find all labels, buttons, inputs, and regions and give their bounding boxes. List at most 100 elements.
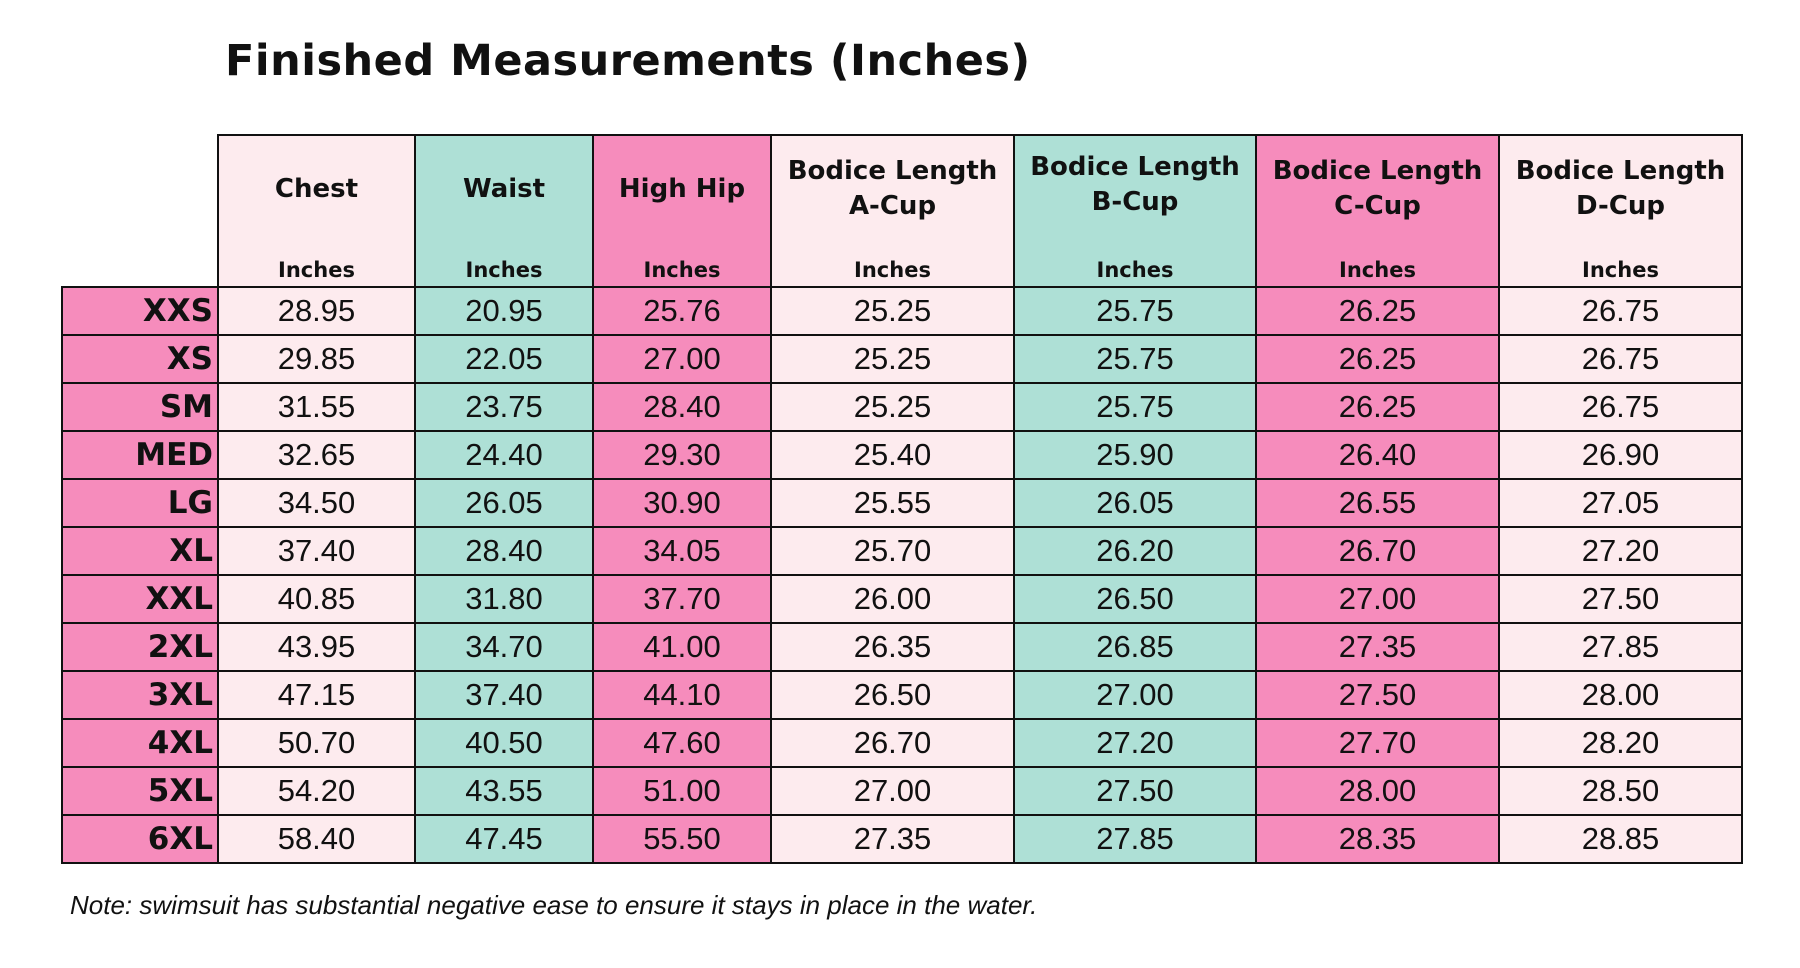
measurement-cell: 26.25 — [1255, 334, 1500, 384]
measurement-cell: 26.75 — [1498, 382, 1743, 432]
measurement-cell: 27.05 — [1498, 478, 1743, 528]
measurement-cell: 29.85 — [217, 334, 416, 384]
table-row: LG 34.50 26.05 30.90 25.55 26.05 26.55 27.05 — [61, 478, 1743, 528]
column-header-label: Chest — [274, 173, 359, 204]
measurement-cell: 30.90 — [592, 478, 772, 528]
size-label: 2XL — [61, 622, 219, 672]
column-header-unit: Inches — [854, 258, 931, 282]
table-row: 6XL 58.40 47.45 55.50 27.35 27.85 28.35 28.85 — [61, 814, 1743, 864]
measurement-cell: 26.75 — [1498, 334, 1743, 384]
footnote: Note: swimsuit has substantial negative … — [70, 890, 1038, 920]
measurement-cell: 31.80 — [414, 574, 594, 624]
measurement-cell: 26.70 — [770, 718, 1015, 768]
column-header-chest: Chest Inches — [217, 134, 416, 288]
measurement-cell: 47.60 — [592, 718, 772, 768]
measurement-cell: 27.20 — [1013, 718, 1257, 768]
measurement-cell: 25.75 — [1013, 382, 1257, 432]
measurement-cell: 25.75 — [1013, 334, 1257, 384]
measurement-cell: 27.00 — [770, 766, 1015, 816]
measurement-cell: 40.85 — [217, 574, 416, 624]
measurement-cell: 27.35 — [1255, 622, 1500, 672]
measurement-cell: 25.25 — [770, 382, 1015, 432]
table-row: 5XL 54.20 43.55 51.00 27.00 27.50 28.00 28.50 — [61, 766, 1743, 816]
table-row: XL 37.40 28.40 34.05 25.70 26.20 26.70 27.20 — [61, 526, 1743, 576]
measurement-cell: 25.55 — [770, 478, 1015, 528]
measurement-cell: 24.40 — [414, 430, 594, 480]
measurement-cell: 28.40 — [414, 526, 594, 576]
measurement-cell: 47.45 — [414, 814, 594, 864]
table-row: 4XL 50.70 40.50 47.60 26.70 27.20 27.70 28.20 — [61, 718, 1743, 768]
measurement-cell: 55.50 — [592, 814, 772, 864]
measurement-cell: 26.05 — [414, 478, 594, 528]
measurement-cell: 27.50 — [1013, 766, 1257, 816]
column-header-label: Bodice Length C-Cup — [1272, 156, 1483, 221]
measurement-cell: 22.05 — [414, 334, 594, 384]
column-header-bodice-b-cup: Bodice Length B-Cup Inches — [1013, 134, 1257, 288]
measurement-cell: 26.20 — [1013, 526, 1257, 576]
table-row: 3XL 47.15 37.40 44.10 26.50 27.00 27.50 28.00 — [61, 670, 1743, 720]
measurement-cell: 51.00 — [592, 766, 772, 816]
size-label: XL — [61, 526, 219, 576]
column-header-bodice-c-cup: Bodice Length C-Cup Inches — [1255, 134, 1500, 288]
measurement-cell: 26.50 — [1013, 574, 1257, 624]
measurement-cell: 26.90 — [1498, 430, 1743, 480]
size-label: 6XL — [61, 814, 219, 864]
measurement-cell: 25.25 — [770, 286, 1015, 336]
measurement-cell: 28.50 — [1498, 766, 1743, 816]
measurement-cell: 25.25 — [770, 334, 1015, 384]
size-label: LG — [61, 478, 219, 528]
size-label: 5XL — [61, 766, 219, 816]
table-body: XXS 28.95 20.95 25.76 25.25 25.75 26.25 26.75 XS… — [61, 286, 1743, 864]
size-label: 3XL — [61, 670, 219, 720]
measurement-cell: 25.76 — [592, 286, 772, 336]
measurement-cell: 27.00 — [1255, 574, 1500, 624]
measurement-cell: 29.30 — [592, 430, 772, 480]
column-header-waist: Waist Inches — [414, 134, 594, 288]
page-title: Finished Measurements (Inches) — [225, 36, 1031, 86]
column-header-unit: Inches — [465, 258, 543, 282]
measurement-cell: 34.70 — [414, 622, 594, 672]
column-header-bodice-a-cup: Bodice Length A-Cup Inches — [770, 134, 1015, 288]
measurement-cell: 26.40 — [1255, 430, 1500, 480]
measurement-cell: 28.85 — [1498, 814, 1743, 864]
table-row: 2XL 43.95 34.70 41.00 26.35 26.85 27.35 27.85 — [61, 622, 1743, 672]
column-header-label: Bodice Length D-Cup — [1515, 156, 1726, 221]
measurement-cell: 43.95 — [217, 622, 416, 672]
measurement-cell: 26.50 — [770, 670, 1015, 720]
measurement-cell: 37.70 — [592, 574, 772, 624]
column-header-unit: Inches — [1582, 258, 1659, 282]
measurement-cell: 27.85 — [1498, 622, 1743, 672]
measurements-table: Chest Inches Waist Inches High Hip Inche… — [61, 134, 1743, 864]
measurement-cell: 26.00 — [770, 574, 1015, 624]
measurement-cell: 31.55 — [217, 382, 416, 432]
measurement-cell: 58.40 — [217, 814, 416, 864]
table-row: MED 32.65 24.40 29.30 25.40 25.90 26.40 26.90 — [61, 430, 1743, 480]
measurement-cell: 28.35 — [1255, 814, 1500, 864]
measurement-cell: 27.50 — [1498, 574, 1743, 624]
measurement-cell: 28.00 — [1255, 766, 1500, 816]
measurement-cell: 27.50 — [1255, 670, 1500, 720]
table-row: XXL 40.85 31.80 37.70 26.00 26.50 27.00 27.50 — [61, 574, 1743, 624]
measurement-cell: 20.95 — [414, 286, 594, 336]
size-label: 4XL — [61, 718, 219, 768]
measurement-cell: 26.70 — [1255, 526, 1500, 576]
measurement-cell: 27.35 — [770, 814, 1015, 864]
measurement-cell: 25.75 — [1013, 286, 1257, 336]
measurement-cell: 27.85 — [1013, 814, 1257, 864]
column-header-unit: Inches — [1096, 258, 1174, 282]
measurement-cell: 40.50 — [414, 718, 594, 768]
measurement-cell: 44.10 — [592, 670, 772, 720]
size-label: SM — [61, 382, 219, 432]
measurement-cell: 54.20 — [217, 766, 416, 816]
measurement-cell: 41.00 — [592, 622, 772, 672]
table-row: SM 31.55 23.75 28.40 25.25 25.75 26.25 26.75 — [61, 382, 1743, 432]
header-row: Chest Inches Waist Inches High Hip Inche… — [62, 134, 1743, 288]
measurement-cell: 28.20 — [1498, 718, 1743, 768]
measurement-cell: 25.40 — [770, 430, 1015, 480]
measurement-cell: 26.05 — [1013, 478, 1257, 528]
column-header-unit: Inches — [278, 258, 355, 282]
table-row: XS 29.85 22.05 27.00 25.25 25.75 26.25 26.75 — [61, 334, 1743, 384]
measurement-cell: 23.75 — [414, 382, 594, 432]
measurement-cell: 27.20 — [1498, 526, 1743, 576]
size-label: MED — [61, 430, 219, 480]
